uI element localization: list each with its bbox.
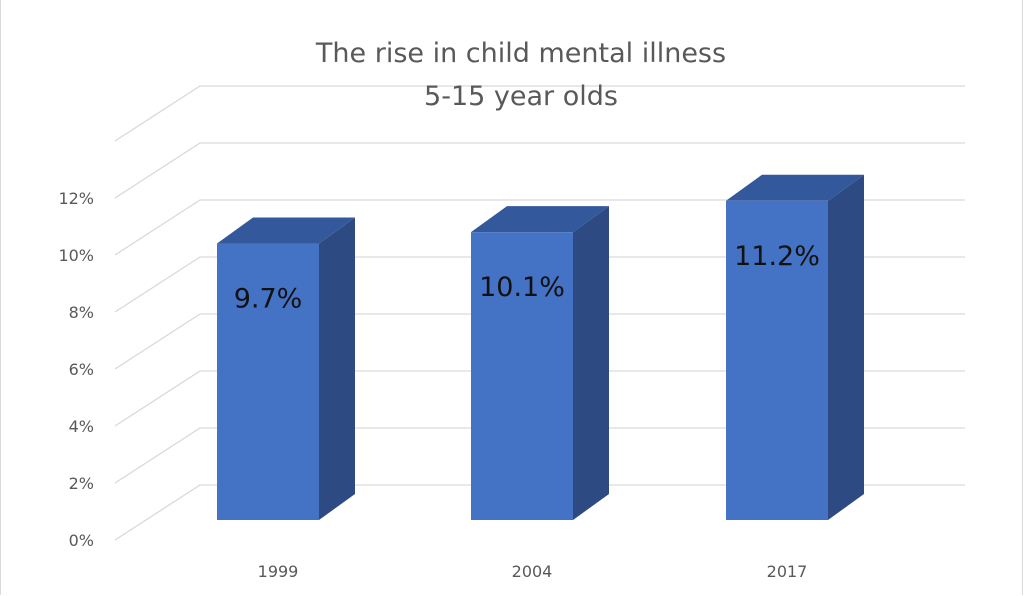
gridline <box>114 256 965 313</box>
bar-top <box>726 174 864 201</box>
gridline <box>114 199 965 256</box>
bar-2004 <box>471 206 609 520</box>
data-label: 9.7% <box>234 284 303 315</box>
y-tick-label: 4% <box>69 417 94 436</box>
bar-front <box>471 232 573 520</box>
gridline <box>114 484 965 541</box>
bar-1999 <box>217 217 355 521</box>
bar-front <box>217 243 319 521</box>
bar-top <box>217 217 355 244</box>
gridlines <box>114 85 965 541</box>
x-category-label: 1999 <box>258 562 299 581</box>
x-category-label: 2004 <box>512 562 553 581</box>
y-tick-label: 0% <box>69 531 94 550</box>
bar-side <box>573 206 609 520</box>
gridline <box>114 313 965 370</box>
gridline <box>114 142 965 199</box>
chart-text: The rise in child mental illness 5-15 ye… <box>58 38 819 581</box>
bar-side <box>828 174 864 521</box>
chart-title-line-1: The rise in child mental illness <box>315 38 726 69</box>
data-label: 11.2% <box>734 241 820 272</box>
y-tick-label: 2% <box>69 474 94 493</box>
bar-side <box>319 217 355 521</box>
bars <box>217 174 864 521</box>
x-category-label: 2017 <box>767 562 808 581</box>
bar-front <box>726 200 828 521</box>
gridline <box>114 370 965 427</box>
bar-2017 <box>726 174 864 521</box>
y-tick-label: 12% <box>58 189 94 208</box>
gridline <box>114 85 965 142</box>
y-tick-label: 8% <box>69 303 94 322</box>
chart-title-line-2: 5-15 year olds <box>424 81 618 112</box>
y-tick-label: 10% <box>58 246 94 265</box>
bar-top <box>471 206 609 233</box>
data-label: 10.1% <box>479 272 565 303</box>
gridline <box>114 427 965 484</box>
y-tick-label: 6% <box>69 360 94 379</box>
